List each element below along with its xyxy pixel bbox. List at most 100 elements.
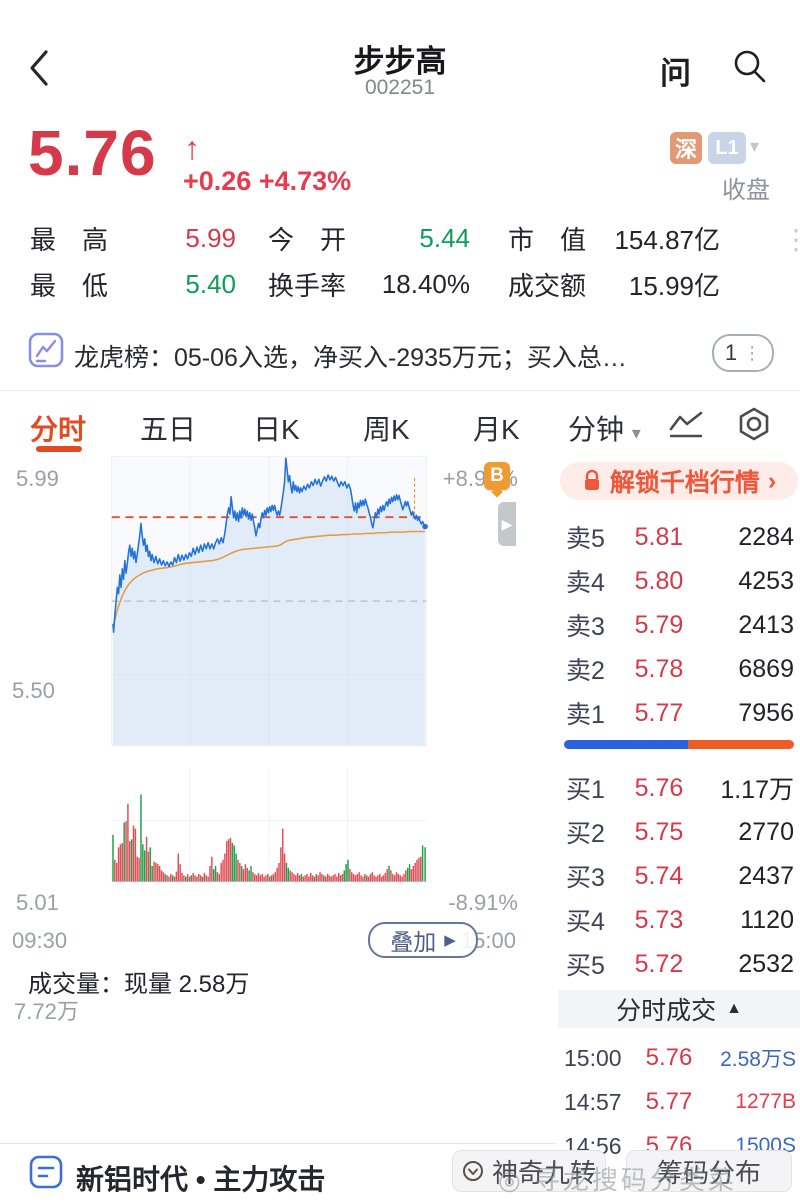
tab-monthly-k[interactable]: 月K — [473, 414, 520, 445]
settings-hexagon-icon[interactable] — [736, 406, 772, 442]
level-price: 5.74 — [634, 861, 684, 890]
overlay-button[interactable]: 叠加 ▶ — [368, 922, 478, 958]
badge-count: 1 — [724, 340, 738, 365]
sell-row[interactable]: 卖4 5.80 4253 — [558, 559, 800, 603]
level-volume: 2284 — [690, 518, 800, 552]
stat-value: 15.99亿 — [628, 270, 720, 301]
stat-label: 成交额 — [508, 270, 587, 301]
level-badge-l1[interactable]: L1 — [708, 132, 746, 164]
buy-row[interactable]: 买1 5.76 1.17万 — [558, 766, 800, 810]
tab-5day[interactable]: 五日 — [140, 414, 197, 445]
back-button[interactable] — [26, 48, 56, 88]
minute-chart[interactable] — [0, 455, 558, 1203]
level-price: 5.75 — [634, 817, 684, 846]
stat-value: 5.99 — [185, 222, 236, 253]
tick-price: 5.76 — [645, 1044, 693, 1071]
level-volume: 6869 — [690, 650, 800, 684]
tick-time: 14:56 — [564, 1132, 622, 1156]
tick-row: 14:56 5.76 1500S — [558, 1124, 800, 1155]
chip-distribution-label: 筹码分布 — [656, 1157, 761, 1188]
time-start-label: 09:30 — [12, 928, 68, 953]
lock-icon — [584, 470, 599, 490]
level-price: 5.79 — [634, 610, 684, 639]
divider — [0, 1143, 556, 1144]
level-volume: 2770 — [690, 813, 800, 847]
tab-minutes-dropdown[interactable]: 分钟 ▾ — [568, 408, 641, 448]
active-tab-underline — [36, 446, 82, 452]
chip-distribution-button[interactable]: 筹码分布 — [626, 1150, 792, 1192]
tick-list-header[interactable]: 分时成交 ▲ — [558, 990, 800, 1028]
price-change: +0.26 +4.73% — [183, 166, 352, 196]
news-ticker[interactable]: 新铝时代 • 主力攻击 — [76, 1164, 326, 1195]
stat-value: 154.87亿 — [614, 224, 720, 255]
tick-header-label: 分时成交 — [616, 997, 717, 1025]
level-label: 卖4 — [566, 569, 605, 597]
chevron-right-icon: › — [767, 466, 777, 495]
buy-row[interactable]: 买2 5.75 2770 — [558, 810, 800, 854]
buy-marker-pin[interactable]: B — [484, 462, 510, 490]
dragon-tiger-badge[interactable]: 1 ⋮ — [712, 334, 774, 372]
level-label: 买4 — [566, 908, 605, 936]
tab-weekly-k[interactable]: 周K — [363, 414, 410, 445]
tick-volume: 1277B — [735, 1090, 796, 1113]
stat-value: 5.40 — [185, 268, 236, 299]
sell-row[interactable]: 卖1 5.77 7956 — [558, 691, 800, 735]
ask-button[interactable]: 问 — [660, 56, 691, 91]
stat-label: 换手率 — [268, 270, 347, 301]
buy-row[interactable]: 买5 5.72 2532 — [558, 942, 800, 986]
up-arrow-icon: ↑ — [184, 130, 200, 166]
level-label: 卖1 — [566, 701, 605, 729]
collapse-triangle-icon: ▲ — [726, 1000, 742, 1017]
level-label: 卖2 — [566, 657, 605, 685]
dragon-tiger-text[interactable]: 龙虎榜：05-06入选，净买入-2935万元；买入总… — [74, 344, 627, 372]
y-axis-high-label: 5.99 — [16, 466, 59, 491]
ratio-blue-segment — [564, 740, 689, 749]
search-icon[interactable] — [730, 46, 770, 86]
news-list-icon — [28, 1154, 64, 1190]
unlock-banner[interactable]: 解锁千档行情 › — [560, 462, 798, 500]
y-axis-low-label: 5.01 — [16, 890, 59, 915]
buy-row[interactable]: 买3 5.74 2437 — [558, 854, 800, 898]
tick-time: 14:57 — [564, 1088, 622, 1115]
level-price: 5.80 — [634, 566, 684, 595]
level-volume: 1.17万 — [676, 766, 800, 806]
level-volume: 2532 — [690, 945, 800, 979]
prev-close-label: 5.50 — [12, 678, 55, 703]
last-price: 5.76 — [28, 117, 157, 189]
sell-row[interactable]: 卖3 5.79 2413 — [558, 603, 800, 647]
stat-label: 最 高 — [30, 224, 109, 255]
sell-row[interactable]: 卖2 5.78 6869 — [558, 647, 800, 691]
level-price: 5.78 — [634, 654, 684, 683]
tab-minute[interactable]: 分时 — [30, 414, 87, 445]
chevron-down-icon[interactable]: ▾ — [750, 136, 760, 156]
chevron-down-circle-icon — [462, 1161, 483, 1181]
stat-label: 最 低 — [30, 270, 109, 301]
panel-expander-button[interactable]: ▶ — [498, 502, 516, 546]
level-label: 买3 — [566, 864, 605, 892]
order-book-panel: 解锁千档行情 › 卖5 5.81 2284 卖4 5.80 4253 卖3 5.79 241… — [558, 455, 800, 1155]
dragon-tiger-icon — [28, 332, 64, 368]
stats-row-2: 最 低 5.40 换手率 18.40% 成交额 15.99亿 — [30, 268, 730, 301]
tick-time: 15:00 — [564, 1044, 622, 1071]
tick-row: 15:00 5.76 2.58万S — [558, 1036, 800, 1080]
level-volume: 7956 — [690, 694, 800, 728]
more-dots-icon[interactable]: ⋮ — [782, 224, 800, 255]
volume-title: 成交量：现量 2.58万 — [28, 971, 250, 998]
sell-row[interactable]: 卖5 5.81 2284 — [558, 515, 800, 559]
level-price: 5.76 — [634, 773, 684, 802]
buy-levels: 买1 5.76 1.17万 买2 5.75 2770 买3 5.74 2437 买4 5.73… — [558, 766, 800, 986]
stat-label: 市 值 — [508, 224, 587, 255]
level-volume: 4253 — [690, 562, 800, 596]
level-label: 买1 — [566, 776, 605, 804]
level-price: 5.73 — [634, 905, 684, 934]
tab-daily-k[interactable]: 日K — [253, 414, 300, 445]
level-price: 5.72 — [634, 949, 684, 978]
vertical-dots-icon: ⋮ — [743, 342, 762, 363]
magic-nine-button[interactable]: 神奇九转 — [452, 1150, 606, 1192]
unlock-label: 解锁千档行情 — [609, 469, 760, 497]
chart-style-icon[interactable] — [668, 410, 706, 440]
overlay-label: 叠加 — [390, 929, 437, 955]
stat-label: 今 开 — [268, 224, 347, 255]
buy-row[interactable]: 买4 5.73 1120 — [558, 898, 800, 942]
magic-nine-label: 神奇九转 — [491, 1157, 596, 1188]
